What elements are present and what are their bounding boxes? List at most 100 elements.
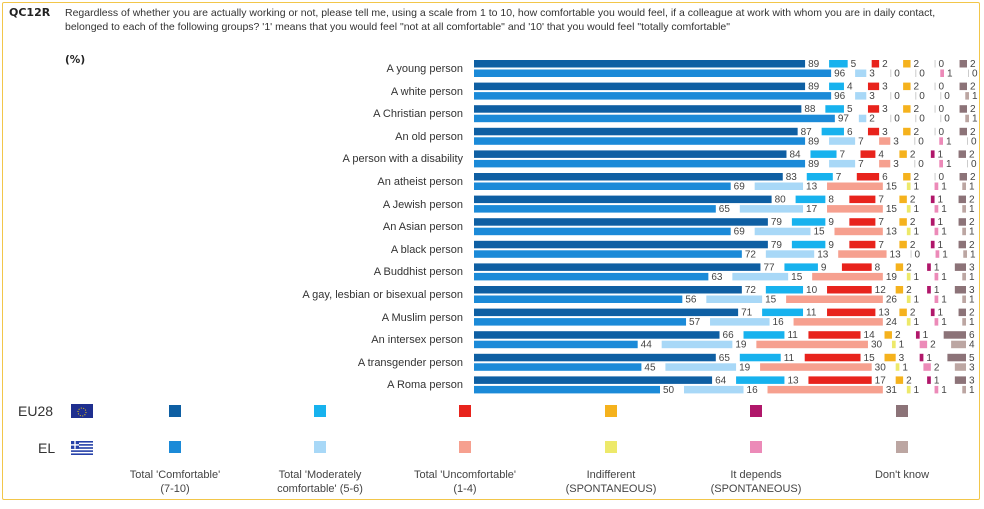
bar-segment-el <box>962 205 966 213</box>
bar-segment-eu28 <box>934 127 936 136</box>
data-label: 1 <box>926 353 932 364</box>
bar-segment-eu28 <box>899 150 907 158</box>
legend-swatch-el <box>750 441 762 453</box>
data-label: 3 <box>882 127 888 138</box>
bar-segment-el <box>939 159 943 168</box>
data-label: 13 <box>878 308 890 319</box>
data-label: 0 <box>971 136 977 147</box>
eu-flag-icon <box>71 404 93 418</box>
bar-segment-eu28 <box>927 263 931 271</box>
data-label: 2 <box>910 149 916 160</box>
bar-segment-el <box>915 114 917 123</box>
row-label: A black person <box>390 243 463 256</box>
bar-segment-eu28 <box>959 105 967 113</box>
data-label: 1 <box>938 217 944 228</box>
data-label: 2 <box>930 340 936 351</box>
bar-segment-eu28 <box>474 82 806 91</box>
bar-segment-eu28 <box>919 353 924 362</box>
data-label: 1 <box>972 114 978 125</box>
row-label: A Christian person <box>373 108 463 121</box>
data-label: 89 <box>808 136 820 147</box>
data-label: 1 <box>914 295 920 306</box>
data-label: 13 <box>787 375 799 386</box>
data-label: 1 <box>914 317 920 328</box>
data-label: 13 <box>817 249 829 260</box>
bar-segment-el <box>906 318 911 326</box>
data-label: 0 <box>919 114 925 125</box>
data-label: 31 <box>886 385 898 396</box>
legend-label: Indifferent (SPONTANEOUS) <box>536 468 686 496</box>
eu-stars <box>77 407 87 417</box>
data-label: 7 <box>858 159 864 170</box>
bar-segment-eu28 <box>765 286 804 294</box>
bar-segment-el <box>760 363 872 371</box>
data-label: 1 <box>947 69 953 80</box>
data-label: 1 <box>934 262 940 273</box>
data-label: 11 <box>784 353 795 364</box>
bar-segment-el <box>827 182 883 190</box>
bar-segment-el <box>858 114 867 123</box>
bar-segment-el <box>906 385 911 394</box>
data-label: 79 <box>771 217 783 228</box>
bar-segment-eu28 <box>899 308 907 317</box>
bar-segment-el <box>474 69 832 77</box>
bar-segment-eu28 <box>860 150 876 158</box>
data-label: 97 <box>838 114 850 125</box>
bar-segment-eu28 <box>791 218 826 226</box>
bar-segment-el <box>838 250 887 258</box>
legend-label: Don't know <box>827 468 977 482</box>
bar-segment-el <box>965 114 969 123</box>
data-label: 1 <box>923 330 929 341</box>
data-label: 2 <box>969 308 975 319</box>
data-label: 4 <box>969 340 975 351</box>
legend-label-line2: comfortable' (5-6) <box>277 483 363 495</box>
data-label: 5 <box>847 104 853 115</box>
bar-segment-eu28 <box>867 105 880 113</box>
data-label: 1 <box>969 182 975 193</box>
data-label: 72 <box>745 249 757 260</box>
data-label: 44 <box>641 340 653 351</box>
bar-segment-el <box>855 69 867 77</box>
legend-swatch-el <box>169 441 181 453</box>
data-label: 7 <box>878 195 884 206</box>
bar-segment-el <box>890 114 892 123</box>
data-label: 4 <box>878 149 884 160</box>
greece-stripes <box>71 441 93 455</box>
bar-segment-el <box>906 205 911 213</box>
bar-segment-el <box>793 318 883 326</box>
bar-segment-eu28 <box>958 150 966 158</box>
bar-segment-eu28 <box>739 353 781 362</box>
bar-segment-el <box>962 272 966 281</box>
legend-label-line1: Don't know <box>874 469 930 481</box>
data-label: 10 <box>806 285 818 296</box>
data-label: 1 <box>934 375 940 386</box>
data-label: 89 <box>808 59 820 70</box>
data-label: 57 <box>689 317 701 328</box>
data-label: 1 <box>941 227 947 238</box>
data-label: 45 <box>644 362 656 373</box>
data-label: 15 <box>886 204 898 215</box>
data-label: 15 <box>791 272 803 283</box>
data-label: 0 <box>939 127 945 138</box>
data-label: 0 <box>971 159 977 170</box>
data-label: 0 <box>939 172 945 183</box>
data-label: 17 <box>875 375 887 386</box>
data-label: 2 <box>910 195 916 206</box>
data-label: 0 <box>918 136 924 147</box>
bar-segment-el <box>906 272 911 281</box>
bar-segment-el <box>756 340 868 349</box>
data-label: 1 <box>938 149 944 160</box>
data-label: 19 <box>739 362 751 373</box>
bar-segment-el <box>829 137 856 145</box>
data-label: 72 <box>745 285 757 296</box>
data-label: 96 <box>834 91 846 102</box>
data-label: 1 <box>969 204 975 215</box>
bar-segment-el <box>474 295 683 303</box>
bar-segment-eu28 <box>954 286 966 294</box>
row-label: A Roma person <box>387 379 463 392</box>
legend-country-eu28: EU28 <box>18 403 54 419</box>
data-label: 2 <box>969 149 975 160</box>
data-label: 0 <box>915 249 921 260</box>
bar-segment-el <box>890 92 892 100</box>
bar-segment-el <box>919 340 928 349</box>
